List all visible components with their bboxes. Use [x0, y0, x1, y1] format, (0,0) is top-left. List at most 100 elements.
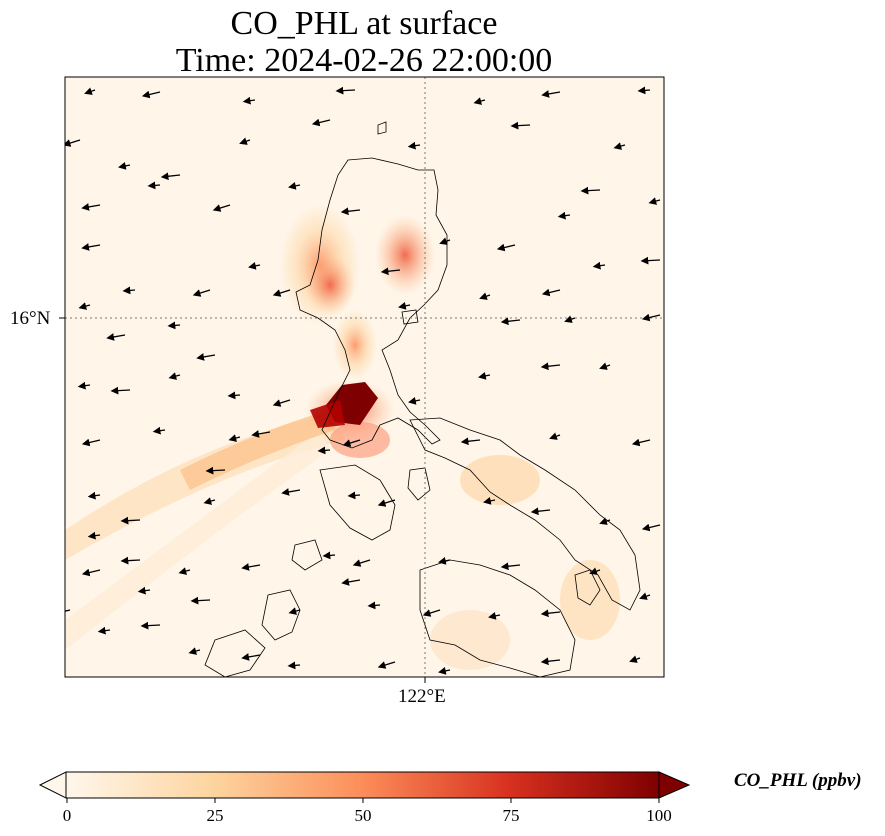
colorbar-extend-min: [38, 771, 67, 799]
wind-arrow: [540, 657, 561, 666]
wind-arrow: [599, 362, 611, 370]
wind-arrow: [422, 609, 441, 617]
wind-arrow: [340, 207, 361, 216]
wind-arrow: [212, 204, 231, 212]
wind-arrow: [160, 172, 181, 181]
wind-arrow: [242, 96, 256, 105]
map-subtitle-time: Time: 2024-02-26 22:00:00: [175, 42, 553, 79]
wind-arrow: [641, 523, 661, 532]
wind-arrow: [81, 203, 101, 211]
wind-arrow: [557, 211, 571, 220]
wind-arrow: [438, 667, 451, 675]
wind-arrow: [341, 578, 361, 586]
colorbar-label: CO_PHL (ppbv): [734, 770, 862, 791]
wind-arrow: [241, 563, 261, 571]
wind-arrow: [81, 568, 101, 577]
wind-arrow: [78, 302, 91, 310]
map-plot: [59, 76, 665, 683]
wind-arrow: [541, 90, 561, 98]
colorbar-tick-label: 50: [354, 806, 372, 825]
wind-arrow: [272, 399, 291, 407]
colorbar-tick-label: 25: [206, 806, 224, 825]
wind-arrow: [398, 302, 411, 310]
wind-arrow: [192, 289, 211, 297]
wind-arrow: [483, 497, 496, 505]
wind-arrow: [178, 567, 191, 575]
wind-arrow: [248, 262, 261, 270]
colorbar-tick-label: 75: [502, 806, 520, 825]
wind-arrow: [203, 497, 216, 505]
wind-arrow: [629, 655, 641, 663]
wind-arrow: [540, 362, 561, 371]
wind-arrow: [288, 182, 301, 190]
wind-arrow: [281, 488, 301, 496]
wind-arrow: [589, 567, 601, 575]
latitude-tick-label: 16°N: [10, 308, 51, 329]
wind-arrow: [140, 621, 161, 630]
wind-arrow: [137, 586, 151, 595]
wind-arrow: [640, 256, 661, 265]
wind-arrow: [347, 491, 361, 500]
wind-arrow: [439, 237, 451, 245]
colorbar-tick-label: 0: [62, 806, 72, 825]
wind-arrow: [196, 353, 216, 361]
colorbar-extend-max: [658, 771, 691, 799]
wind-arrow: [500, 317, 521, 326]
wind-arrow: [317, 446, 331, 455]
wind-arrow: [77, 381, 91, 390]
wind-arrow: [152, 426, 166, 435]
gridlines: [65, 77, 664, 677]
wind-arrow: [460, 437, 481, 446]
wind-arrow: [87, 491, 101, 500]
wind-arrow: [87, 531, 101, 540]
wind-vectors: [65, 86, 661, 675]
wind-arrow: [479, 292, 491, 300]
wind-arrow: [641, 313, 661, 322]
wind-arrow: [227, 391, 241, 400]
wind-arrow: [592, 261, 606, 270]
colorbar: [38, 771, 691, 803]
wind-arrow: [288, 607, 301, 615]
wind-arrow: [122, 286, 136, 295]
map-title: CO_PHL at surface: [230, 5, 498, 42]
wind-arrow: [228, 434, 241, 442]
wind-arrow: [580, 186, 601, 195]
wind-arrow: [408, 397, 421, 405]
wind-arrow: [342, 439, 361, 447]
wind-arrow: [110, 386, 131, 395]
wind-arrow: [540, 609, 561, 618]
wind-arrow: [147, 181, 161, 190]
wind-arrow: [473, 97, 486, 105]
wind-arrow: [352, 559, 371, 567]
wind-arrow: [564, 315, 576, 323]
wind-arrow: [311, 118, 331, 127]
wind-arrow: [65, 139, 81, 147]
wind-arrow: [510, 121, 531, 130]
wind-arrow: [287, 661, 301, 670]
wind-arrow: [438, 557, 451, 565]
wind-arrow: [272, 289, 291, 297]
wind-arrow: [322, 551, 336, 560]
wind-arrow: [530, 507, 551, 516]
wind-arrow: [118, 162, 131, 170]
wind-arrow: [407, 141, 421, 150]
wind-arrow: [367, 601, 381, 610]
wind-arrow: [549, 432, 561, 440]
colorbar-tick-label: 100: [646, 806, 672, 825]
wind-arrow: [241, 653, 261, 661]
wind-arrow: [478, 372, 491, 380]
wind-arrow: [488, 612, 501, 620]
wind-arrow: [377, 499, 396, 507]
wind-arrow: [613, 142, 626, 150]
wind-arrow: [120, 516, 141, 525]
colorbar-gradient: [65, 771, 660, 799]
wind-arrow: [106, 333, 126, 341]
wind-arrow: [599, 517, 611, 525]
wind-arrow: [500, 562, 521, 571]
wind-arrow: [648, 197, 661, 205]
wind-arrow: [251, 430, 271, 438]
wind-arrow: [188, 647, 201, 655]
wind-arrow: [380, 267, 401, 276]
map-frame: [64, 76, 665, 678]
wind-arrow: [81, 438, 101, 447]
